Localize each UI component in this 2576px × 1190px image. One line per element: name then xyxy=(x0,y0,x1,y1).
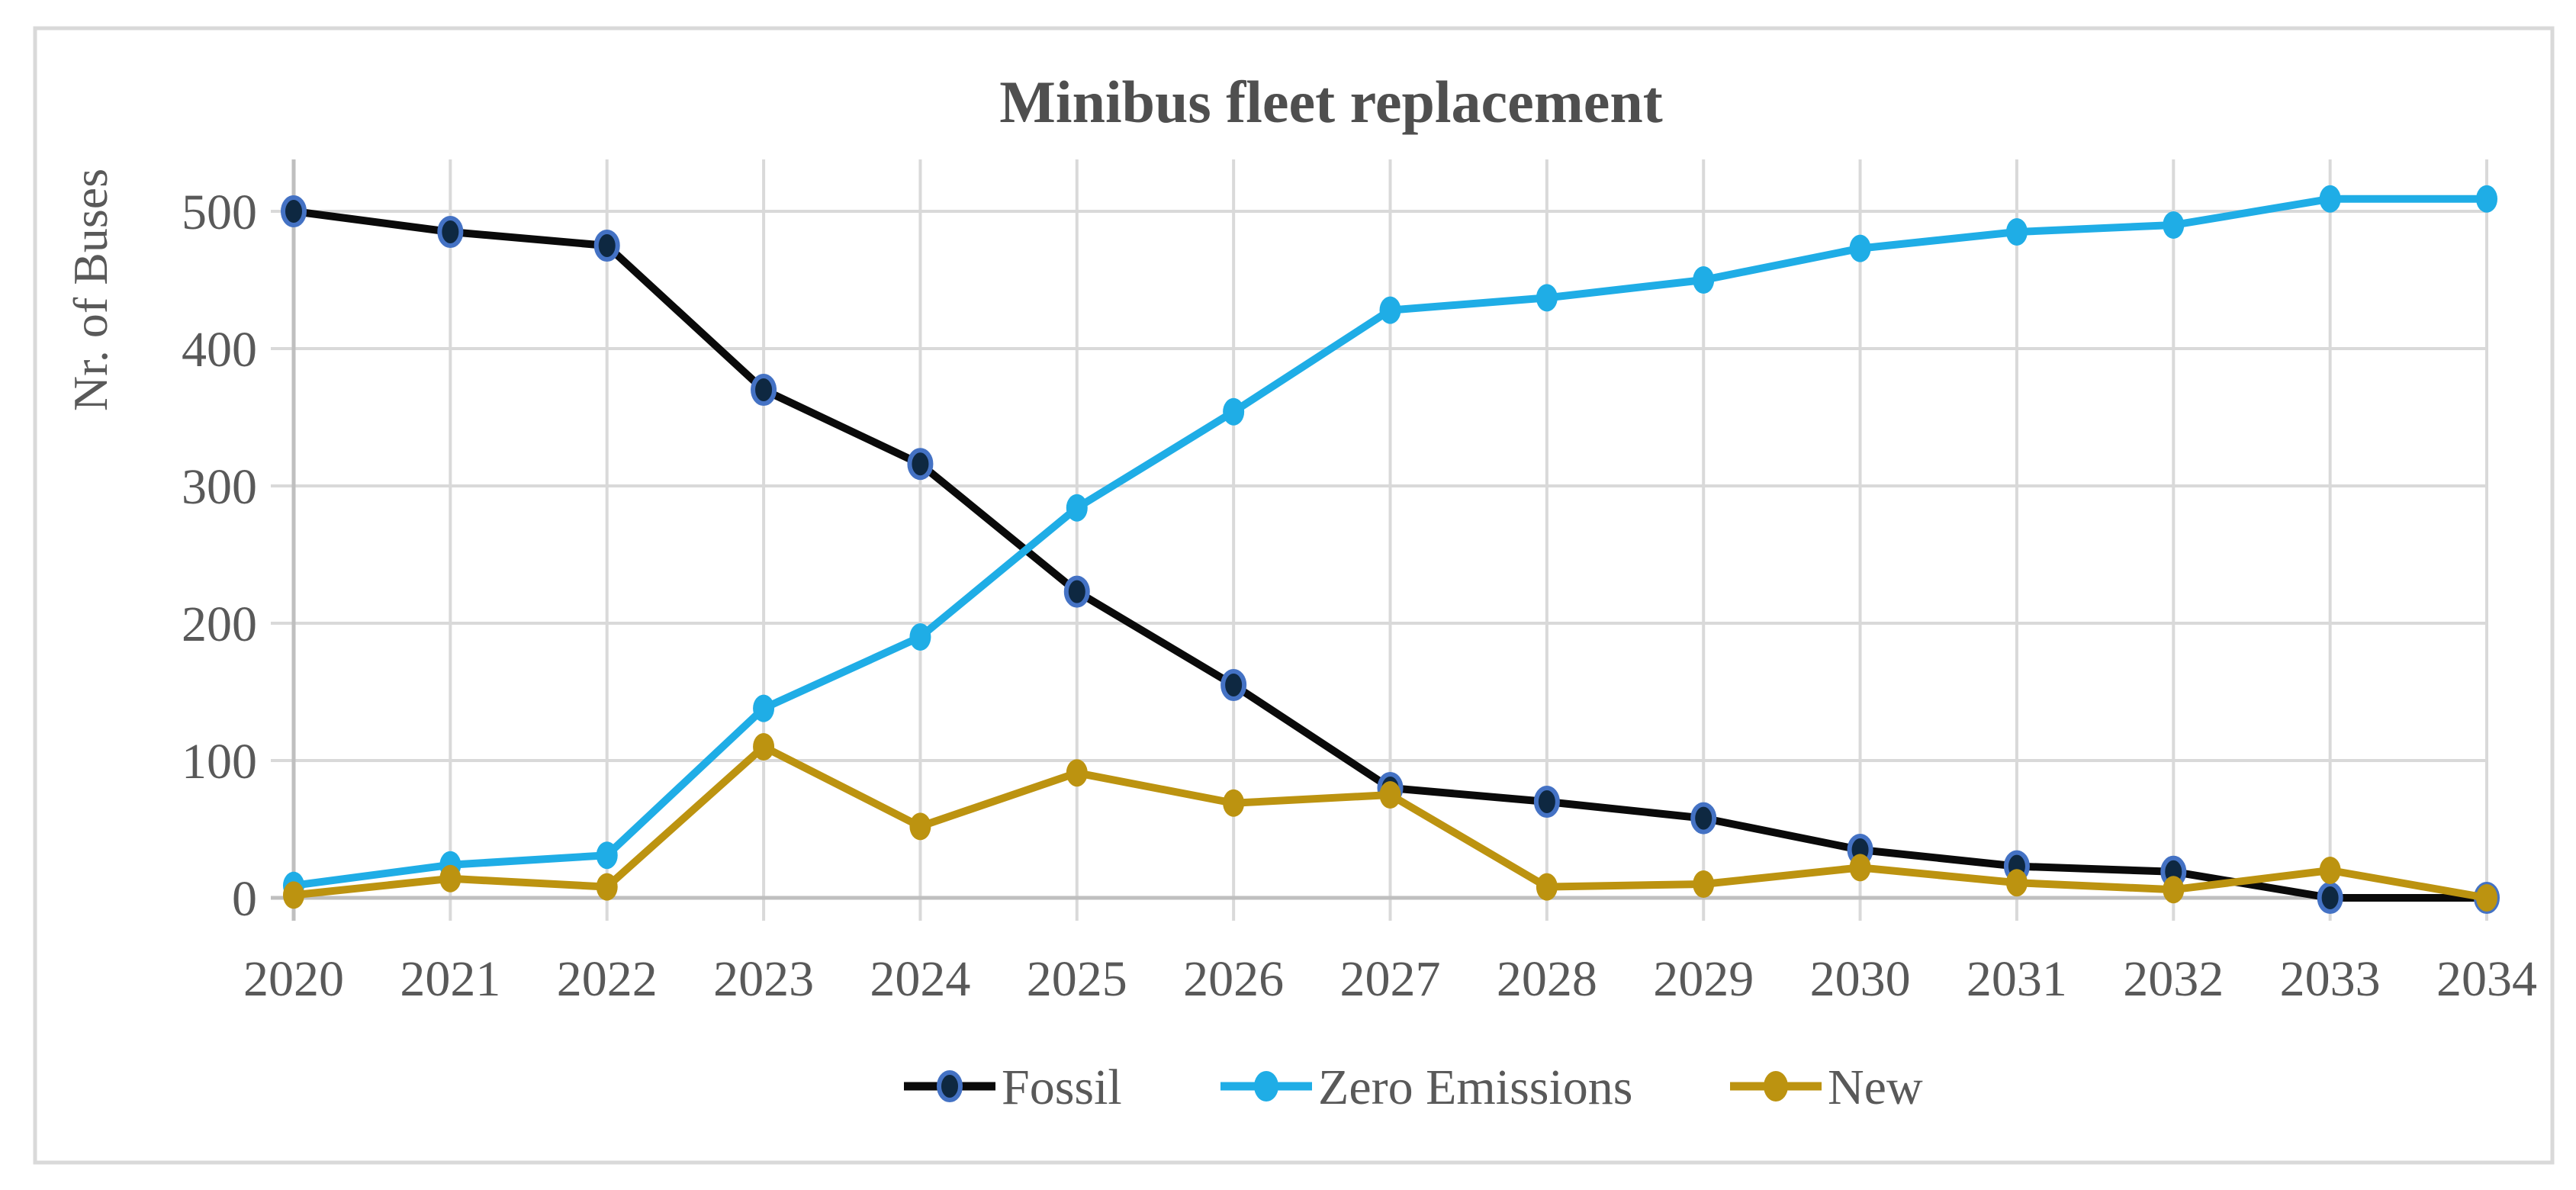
data-point-zero-emissions-2031 xyxy=(2005,218,2028,246)
data-point-fossil-2020 xyxy=(281,195,307,227)
data-point-zero-emissions-2023 xyxy=(753,694,775,722)
data-point-zero-emissions-2032 xyxy=(2163,211,2185,239)
data-point-fossil-2022 xyxy=(593,230,620,262)
data-point-zero-emissions-2027 xyxy=(1379,296,1401,324)
data-point-fossil-2033 xyxy=(2317,882,2343,914)
legend: Fossil Zero Emissions New xyxy=(904,1060,1923,1115)
data-point-zero-emissions-2028 xyxy=(1536,284,1558,312)
x-tick-label: 2022 xyxy=(557,951,658,1007)
data-point-zero-emissions-2034 xyxy=(2476,185,2497,213)
chart-title: Minibus fleet replacement xyxy=(999,69,1662,135)
x-tick-label: 2024 xyxy=(870,951,970,1007)
x-tick-label: 2028 xyxy=(1497,951,1597,1007)
data-point-zero-emissions-2025 xyxy=(1066,494,1088,522)
x-tick-label: 2029 xyxy=(1653,951,1754,1007)
data-point-new-2032 xyxy=(2163,876,2185,904)
legend-item-new: New xyxy=(1730,1060,1923,1115)
y-tick-label: 200 xyxy=(182,597,257,652)
data-point-new-2030 xyxy=(1849,854,1871,882)
data-point-new-2027 xyxy=(1379,781,1401,809)
data-point-zero-emissions-2030 xyxy=(1849,234,1871,262)
y-tick-label: 100 xyxy=(182,734,257,790)
x-tick-label: 2030 xyxy=(1810,951,1911,1007)
plot-area: 2020 2021 2022 2023 2024 2025 2026 2027 2028 2029… xyxy=(182,159,2537,1007)
data-point-new-2021 xyxy=(439,864,461,892)
data-point-new-2028 xyxy=(1536,873,1558,901)
data-point-new-2025 xyxy=(1066,759,1088,787)
x-tick-label: 2032 xyxy=(2123,951,2224,1007)
data-point-new-2020 xyxy=(283,881,304,909)
data-point-zero-emissions-2033 xyxy=(2319,185,2341,213)
legend-item-fossil: Fossil xyxy=(904,1060,1122,1115)
data-point-fossil-2026 xyxy=(1220,669,1247,701)
x-tick-label: 2021 xyxy=(400,951,500,1007)
legend-marker-new xyxy=(1764,1071,1788,1102)
x-tick-label: 2023 xyxy=(713,951,814,1007)
x-tick-label: 2026 xyxy=(1183,951,1284,1007)
data-point-fossil-2029 xyxy=(1690,802,1717,835)
y-axis-title: Nr. of Buses xyxy=(63,169,117,411)
legend-marker-fossil xyxy=(937,1070,963,1102)
data-point-fossil-2024 xyxy=(907,448,934,481)
data-point-new-2023 xyxy=(753,733,775,761)
data-point-zero-emissions-2029 xyxy=(1693,266,1715,294)
y-tick-label: 400 xyxy=(182,322,257,378)
legend-label-fossil: Fossil xyxy=(1002,1060,1122,1115)
legend-marker-zero-emissions xyxy=(1254,1071,1278,1102)
data-point-new-2029 xyxy=(1693,870,1715,898)
x-tick-label: 2025 xyxy=(1027,951,1127,1007)
data-point-zero-emissions-2024 xyxy=(909,623,931,651)
legend-label-zero-emissions: Zero Emissions xyxy=(1318,1060,1632,1115)
data-point-zero-emissions-2022 xyxy=(596,841,618,870)
data-point-zero-emissions-2026 xyxy=(1223,397,1245,426)
data-point-new-2024 xyxy=(909,812,931,841)
data-point-fossil-2025 xyxy=(1063,575,1090,608)
x-tick-label: 2020 xyxy=(243,951,344,1007)
x-tick-label: 2033 xyxy=(2280,951,2381,1007)
y-tick-label: 300 xyxy=(182,459,257,515)
data-point-new-2022 xyxy=(596,873,618,901)
data-point-fossil-2028 xyxy=(1533,786,1560,818)
x-tick-label: 2031 xyxy=(1967,951,2067,1007)
data-point-fossil-2023 xyxy=(751,374,777,406)
legend-item-zero-emissions: Zero Emissions xyxy=(1220,1060,1632,1115)
data-point-new-2034 xyxy=(2476,884,2497,912)
data-point-new-2026 xyxy=(1223,789,1245,817)
data-point-new-2031 xyxy=(2005,869,2028,897)
figure-border xyxy=(33,26,2555,1165)
y-tick-label: 0 xyxy=(232,871,257,927)
legend-label-new: New xyxy=(1828,1060,1923,1115)
x-tick-label: 2034 xyxy=(2436,951,2537,1007)
data-point-new-2033 xyxy=(2319,857,2341,884)
y-tick-label: 500 xyxy=(182,185,257,240)
data-point-fossil-2021 xyxy=(437,216,464,248)
x-tick-label: 2027 xyxy=(1340,951,1441,1007)
